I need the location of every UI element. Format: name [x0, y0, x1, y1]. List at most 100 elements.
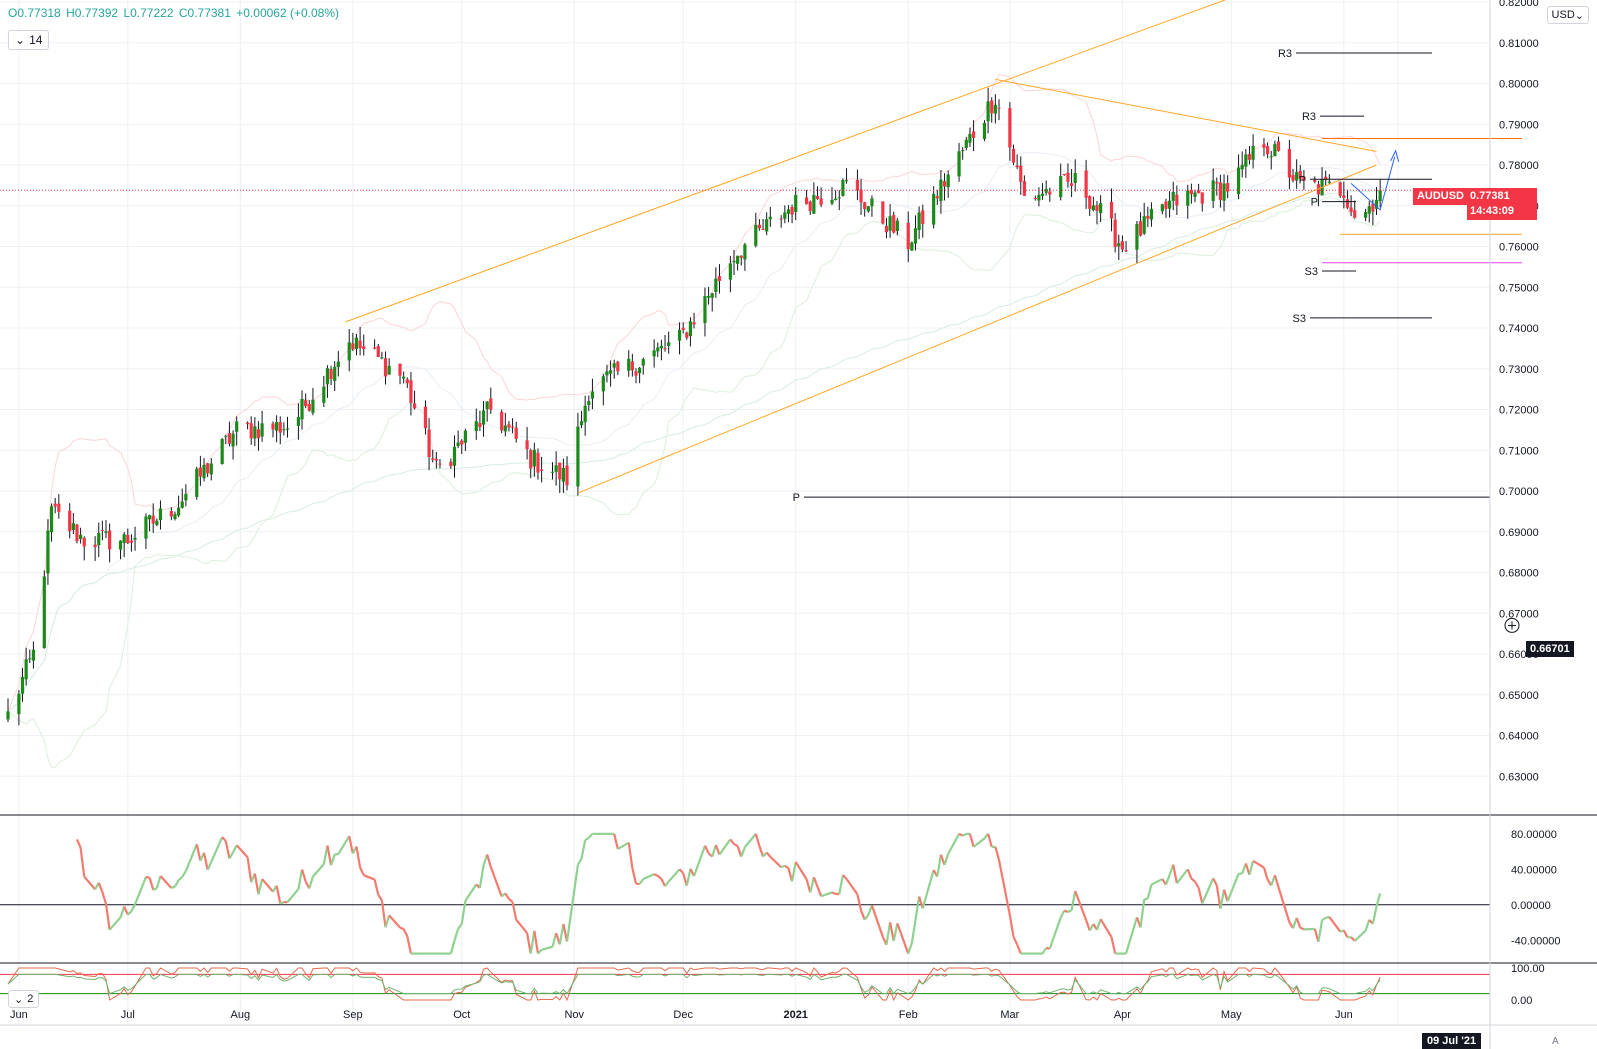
candle-body	[863, 202, 867, 210]
candle-body	[376, 346, 380, 358]
candle-body	[278, 422, 282, 433]
osc1-segment	[348, 835, 354, 854]
osc1-segment	[174, 879, 180, 888]
osc1-segment	[359, 867, 365, 876]
y-tick-label: 0.69000	[1499, 527, 1539, 539]
osc1-segment	[1375, 893, 1382, 907]
candle-body	[500, 411, 504, 431]
candle-body	[525, 440, 529, 450]
candle-body	[1349, 207, 1353, 212]
osc1-segment	[1277, 886, 1291, 923]
candle-body	[532, 449, 536, 467]
candle-body	[1236, 167, 1241, 195]
x-tick-label: Jun	[10, 1009, 28, 1021]
osc1-segment	[253, 873, 260, 895]
osc1-segment	[1201, 877, 1215, 904]
candle-body	[75, 524, 79, 542]
candle-body	[1037, 194, 1041, 201]
osc1-segment	[355, 846, 362, 868]
osc1-segment	[104, 903, 111, 930]
osc1-segment	[533, 930, 540, 954]
candle-body	[198, 467, 202, 477]
long-ma	[7, 190, 1381, 712]
pivot-label: P	[1299, 174, 1306, 186]
chevron-down-icon: ⌄	[1574, 9, 1584, 22]
indicator-length-toggle[interactable]: ⌄ 14	[8, 30, 50, 50]
osc1-segment	[667, 868, 681, 883]
candle-body	[463, 430, 467, 443]
osc1-segment	[373, 879, 380, 896]
osc1-segment	[326, 845, 333, 866]
candle-body	[583, 405, 587, 423]
candle-body	[656, 347, 660, 352]
candle-body	[884, 226, 889, 233]
candle-body	[961, 150, 965, 152]
osc1-segment	[558, 923, 565, 945]
y-tick-label: 0.75000	[1499, 282, 1539, 294]
osc1-segment	[1226, 873, 1240, 902]
candle-body	[964, 139, 968, 148]
candle-body	[834, 198, 838, 201]
osc1-segment	[769, 855, 782, 869]
candle-body	[794, 194, 798, 212]
y-tick-label: 0.65000	[1499, 690, 1539, 702]
osc1-segment	[1172, 864, 1178, 884]
osc1-segment	[642, 873, 655, 881]
candle-body	[866, 206, 870, 212]
y-tick-label: 0.78000	[1499, 160, 1539, 172]
symbol-tag: AUDUSD	[1412, 188, 1468, 205]
bollinger-bands	[7, 73, 1381, 768]
osc1-segment	[1317, 920, 1324, 942]
candle-body	[20, 676, 25, 694]
candle-body	[311, 399, 315, 413]
osc1-segment	[322, 845, 329, 865]
osc1-segment	[780, 864, 786, 869]
candle-body	[732, 260, 736, 263]
y-tick-label: 0.68000	[1499, 568, 1539, 580]
last-price-tag: 0.77381 14:43:09	[1467, 188, 1537, 220]
osc1-segment	[812, 876, 819, 888]
candle-body	[449, 461, 453, 467]
candle-body	[322, 386, 326, 403]
osc1-segment	[79, 847, 86, 877]
osc1-segment	[449, 940, 456, 954]
osc1-segment	[206, 861, 213, 871]
osc1-segment	[631, 867, 638, 884]
candle-body	[271, 423, 275, 430]
candle-body	[906, 222, 910, 250]
candle-body	[1324, 176, 1328, 180]
indicator2-toggle[interactable]: ⌄ 2	[8, 990, 40, 1008]
candle-body	[1218, 182, 1223, 201]
candle-body	[1069, 183, 1074, 186]
length-label: 14	[29, 33, 43, 47]
osc1-segment	[152, 887, 158, 891]
candle-body	[1033, 198, 1037, 200]
osc1-segment	[718, 838, 732, 856]
osc1-segment	[508, 898, 514, 903]
osc1-segment	[885, 922, 892, 945]
osc1-segment	[968, 833, 975, 848]
osc1-segment	[943, 853, 950, 866]
candle-body	[561, 467, 565, 482]
candle-body	[31, 649, 36, 661]
currency-label: USD	[1551, 9, 1575, 21]
osc1-segment	[130, 903, 137, 912]
candle-body	[1197, 190, 1201, 194]
osc1-segment	[703, 845, 710, 854]
currency-selector[interactable]: USD ⌄	[1546, 6, 1589, 24]
candle-body	[790, 206, 794, 215]
osc2-line-k	[7, 967, 1381, 1002]
osc1-segment	[1212, 877, 1218, 886]
projection-arrow	[1350, 156, 1396, 211]
candle-body	[489, 398, 493, 410]
candle-body	[383, 358, 388, 377]
candle-body	[1088, 196, 1092, 209]
candle-body	[144, 516, 148, 539]
osc1-segment	[1074, 890, 1088, 921]
osc1-segment	[312, 863, 325, 878]
auto-scale-button[interactable]: A	[1552, 1036, 1559, 1047]
candle-body	[1211, 180, 1215, 202]
osc1-segment	[863, 914, 870, 921]
x-tick-label: Aug	[231, 1009, 251, 1021]
